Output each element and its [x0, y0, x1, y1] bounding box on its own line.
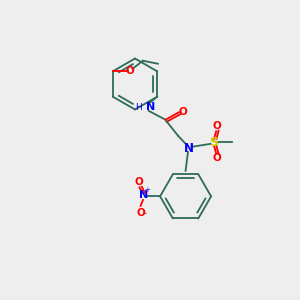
Text: O: O: [135, 177, 143, 187]
Text: +: +: [144, 187, 150, 193]
Text: -: -: [144, 209, 147, 218]
Text: N: N: [184, 142, 194, 155]
Text: O: O: [179, 107, 188, 117]
Text: O: O: [213, 122, 221, 131]
Text: O: O: [136, 208, 145, 218]
Text: O: O: [213, 153, 221, 163]
Text: N: N: [146, 102, 155, 112]
Text: N: N: [139, 190, 148, 200]
Text: H: H: [135, 103, 142, 112]
Text: O: O: [125, 66, 134, 76]
Text: S: S: [210, 136, 219, 149]
